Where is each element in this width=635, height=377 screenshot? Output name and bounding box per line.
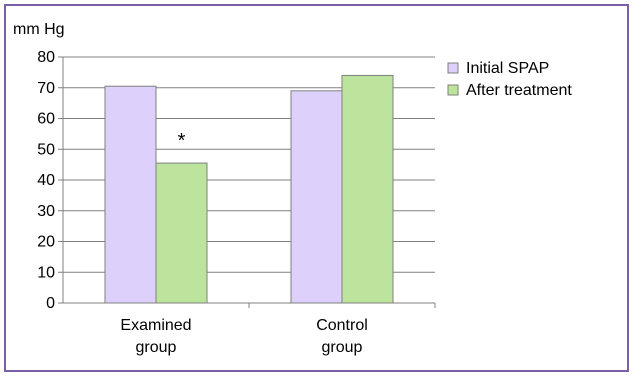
legend-swatch — [447, 84, 459, 96]
x-category-label: Examined — [120, 317, 191, 334]
legend-label: After treatment — [466, 82, 572, 99]
bar-chart: mm Hg 0 10 20 30 40 50 60 70 80 Examined group Con… — [13, 21, 572, 356]
x-category-label: group — [322, 339, 363, 356]
y-tick-label: 40 — [37, 172, 55, 189]
bar — [341, 74, 394, 304]
bar — [290, 90, 343, 304]
legend: Initial SPAP After treatment — [447, 60, 572, 99]
significance-annotation: * — [178, 130, 186, 152]
bars — [104, 74, 394, 304]
bar — [104, 85, 157, 304]
x-category-labels: Examined group Control group — [120, 317, 367, 356]
y-tick-label: 0 — [46, 295, 55, 312]
x-category-label: group — [136, 339, 177, 356]
y-tick-labels: 0 10 20 30 40 50 60 70 80 — [37, 49, 55, 312]
legend-label: Initial SPAP — [466, 60, 549, 77]
x-category-label: Control — [316, 317, 368, 334]
y-tick-label: 60 — [37, 111, 55, 128]
y-axis-label: mm Hg — [13, 21, 65, 38]
legend-swatch — [447, 62, 459, 74]
chart-frame: mm Hg 0 10 20 30 40 50 60 70 80 Examined group Con… — [4, 4, 629, 372]
y-tick-label: 50 — [37, 141, 55, 158]
y-tick-label: 10 — [37, 264, 55, 281]
y-tick-label: 80 — [37, 49, 55, 66]
y-tick-label: 30 — [37, 203, 55, 220]
y-tick-label: 20 — [37, 234, 55, 251]
y-tick-label: 70 — [37, 80, 55, 97]
annotations: * — [178, 130, 186, 152]
axes — [58, 56, 436, 308]
bar — [155, 162, 208, 304]
